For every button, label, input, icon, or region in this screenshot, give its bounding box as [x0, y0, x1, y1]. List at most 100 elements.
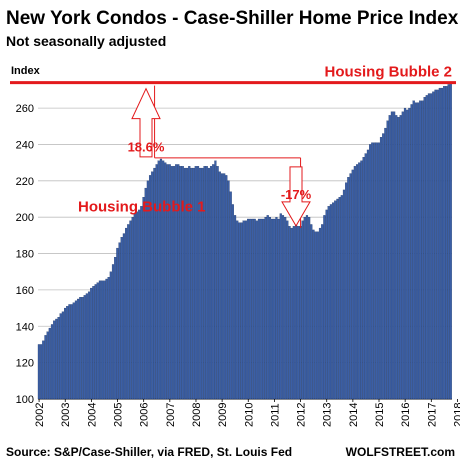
bar — [342, 189, 346, 400]
bar — [218, 171, 221, 400]
bar — [179, 166, 182, 400]
bar — [127, 224, 130, 400]
bar — [142, 197, 145, 400]
bar — [151, 171, 154, 400]
bar — [135, 211, 139, 400]
bar — [406, 109, 409, 400]
x-tick-label: 2007 — [165, 403, 177, 427]
bar — [59, 313, 62, 400]
bar — [153, 167, 156, 400]
bar — [421, 100, 424, 400]
bar — [201, 167, 204, 400]
bar — [447, 84, 450, 400]
y-tick-label: 220 — [16, 176, 34, 188]
bar — [223, 173, 226, 400]
rise-percent-label: 18.6% — [128, 139, 165, 154]
x-tick-label: 2006 — [139, 403, 151, 427]
chart-title: New York Condos - Case-Shiller Home Pric… — [6, 8, 459, 29]
bar — [334, 200, 337, 400]
x-tick-label: 2011 — [269, 403, 281, 427]
bar — [395, 115, 398, 400]
source-note: Source: S&P/Case-Shiller, via FRED, St. … — [6, 445, 292, 459]
bar — [279, 213, 282, 400]
bar — [129, 220, 132, 400]
bar — [397, 117, 400, 400]
bar — [157, 160, 160, 400]
bar — [90, 287, 93, 400]
chart-subtitle: Not seasonally adjusted — [6, 33, 166, 49]
bar — [362, 157, 365, 400]
bar — [94, 284, 97, 400]
bar — [305, 215, 309, 400]
bar — [329, 204, 333, 400]
x-tick-label: 2013 — [322, 403, 334, 427]
bar — [299, 226, 302, 400]
bar — [349, 173, 352, 400]
bar — [316, 231, 319, 400]
bar — [382, 133, 385, 400]
bar — [192, 167, 195, 400]
bar — [260, 218, 263, 400]
bar — [308, 217, 311, 400]
bar — [212, 164, 215, 400]
bar — [50, 324, 54, 400]
bar — [408, 107, 411, 400]
bar — [393, 111, 396, 400]
bar — [414, 102, 417, 400]
bar — [186, 167, 189, 400]
bar — [249, 218, 252, 400]
x-tick-label: 2003 — [60, 403, 72, 427]
bar — [79, 297, 82, 400]
bar — [427, 93, 431, 400]
bar — [379, 137, 383, 400]
bar — [425, 95, 428, 400]
bar — [294, 224, 298, 400]
bar — [314, 231, 317, 400]
bar — [220, 173, 224, 400]
bar — [48, 327, 51, 400]
bar — [159, 158, 163, 400]
bar — [358, 162, 361, 400]
bar — [332, 202, 335, 400]
bar — [268, 217, 272, 400]
annotation-layer: Housing Bubble 2 18.6% -17% Housing Bubble … — [10, 64, 456, 228]
bar — [107, 277, 110, 400]
bar — [390, 111, 394, 400]
x-tick-label: 2010 — [243, 403, 255, 427]
bar — [61, 311, 65, 400]
bar — [377, 142, 380, 400]
y-axis-label: Index — [11, 65, 41, 77]
bar — [253, 218, 256, 400]
bar — [42, 340, 45, 400]
bar — [227, 180, 230, 400]
bar — [438, 87, 441, 400]
bar — [125, 227, 128, 400]
bar — [105, 278, 108, 400]
bar — [155, 164, 158, 400]
bar — [177, 164, 180, 400]
bar — [111, 264, 115, 400]
bar — [255, 220, 258, 400]
bar — [164, 162, 167, 400]
bar — [277, 218, 280, 400]
reference-line-label: Housing Bubble 2 — [325, 64, 453, 81]
bar — [301, 220, 304, 400]
bar — [364, 153, 367, 400]
bar — [140, 206, 143, 400]
rise-arrow — [131, 87, 161, 158]
y-tick-label: 180 — [16, 249, 34, 261]
bar — [233, 215, 237, 400]
bar — [345, 182, 348, 400]
bar — [449, 82, 452, 400]
bar — [360, 160, 363, 400]
bar — [432, 91, 435, 400]
bar — [87, 291, 91, 400]
bar — [242, 220, 245, 400]
bar — [37, 344, 41, 400]
x-tick-label: 2015 — [374, 403, 386, 427]
bar — [340, 195, 343, 400]
bar — [430, 93, 433, 400]
bar — [325, 209, 328, 400]
bar — [353, 166, 356, 400]
bar — [403, 107, 407, 400]
